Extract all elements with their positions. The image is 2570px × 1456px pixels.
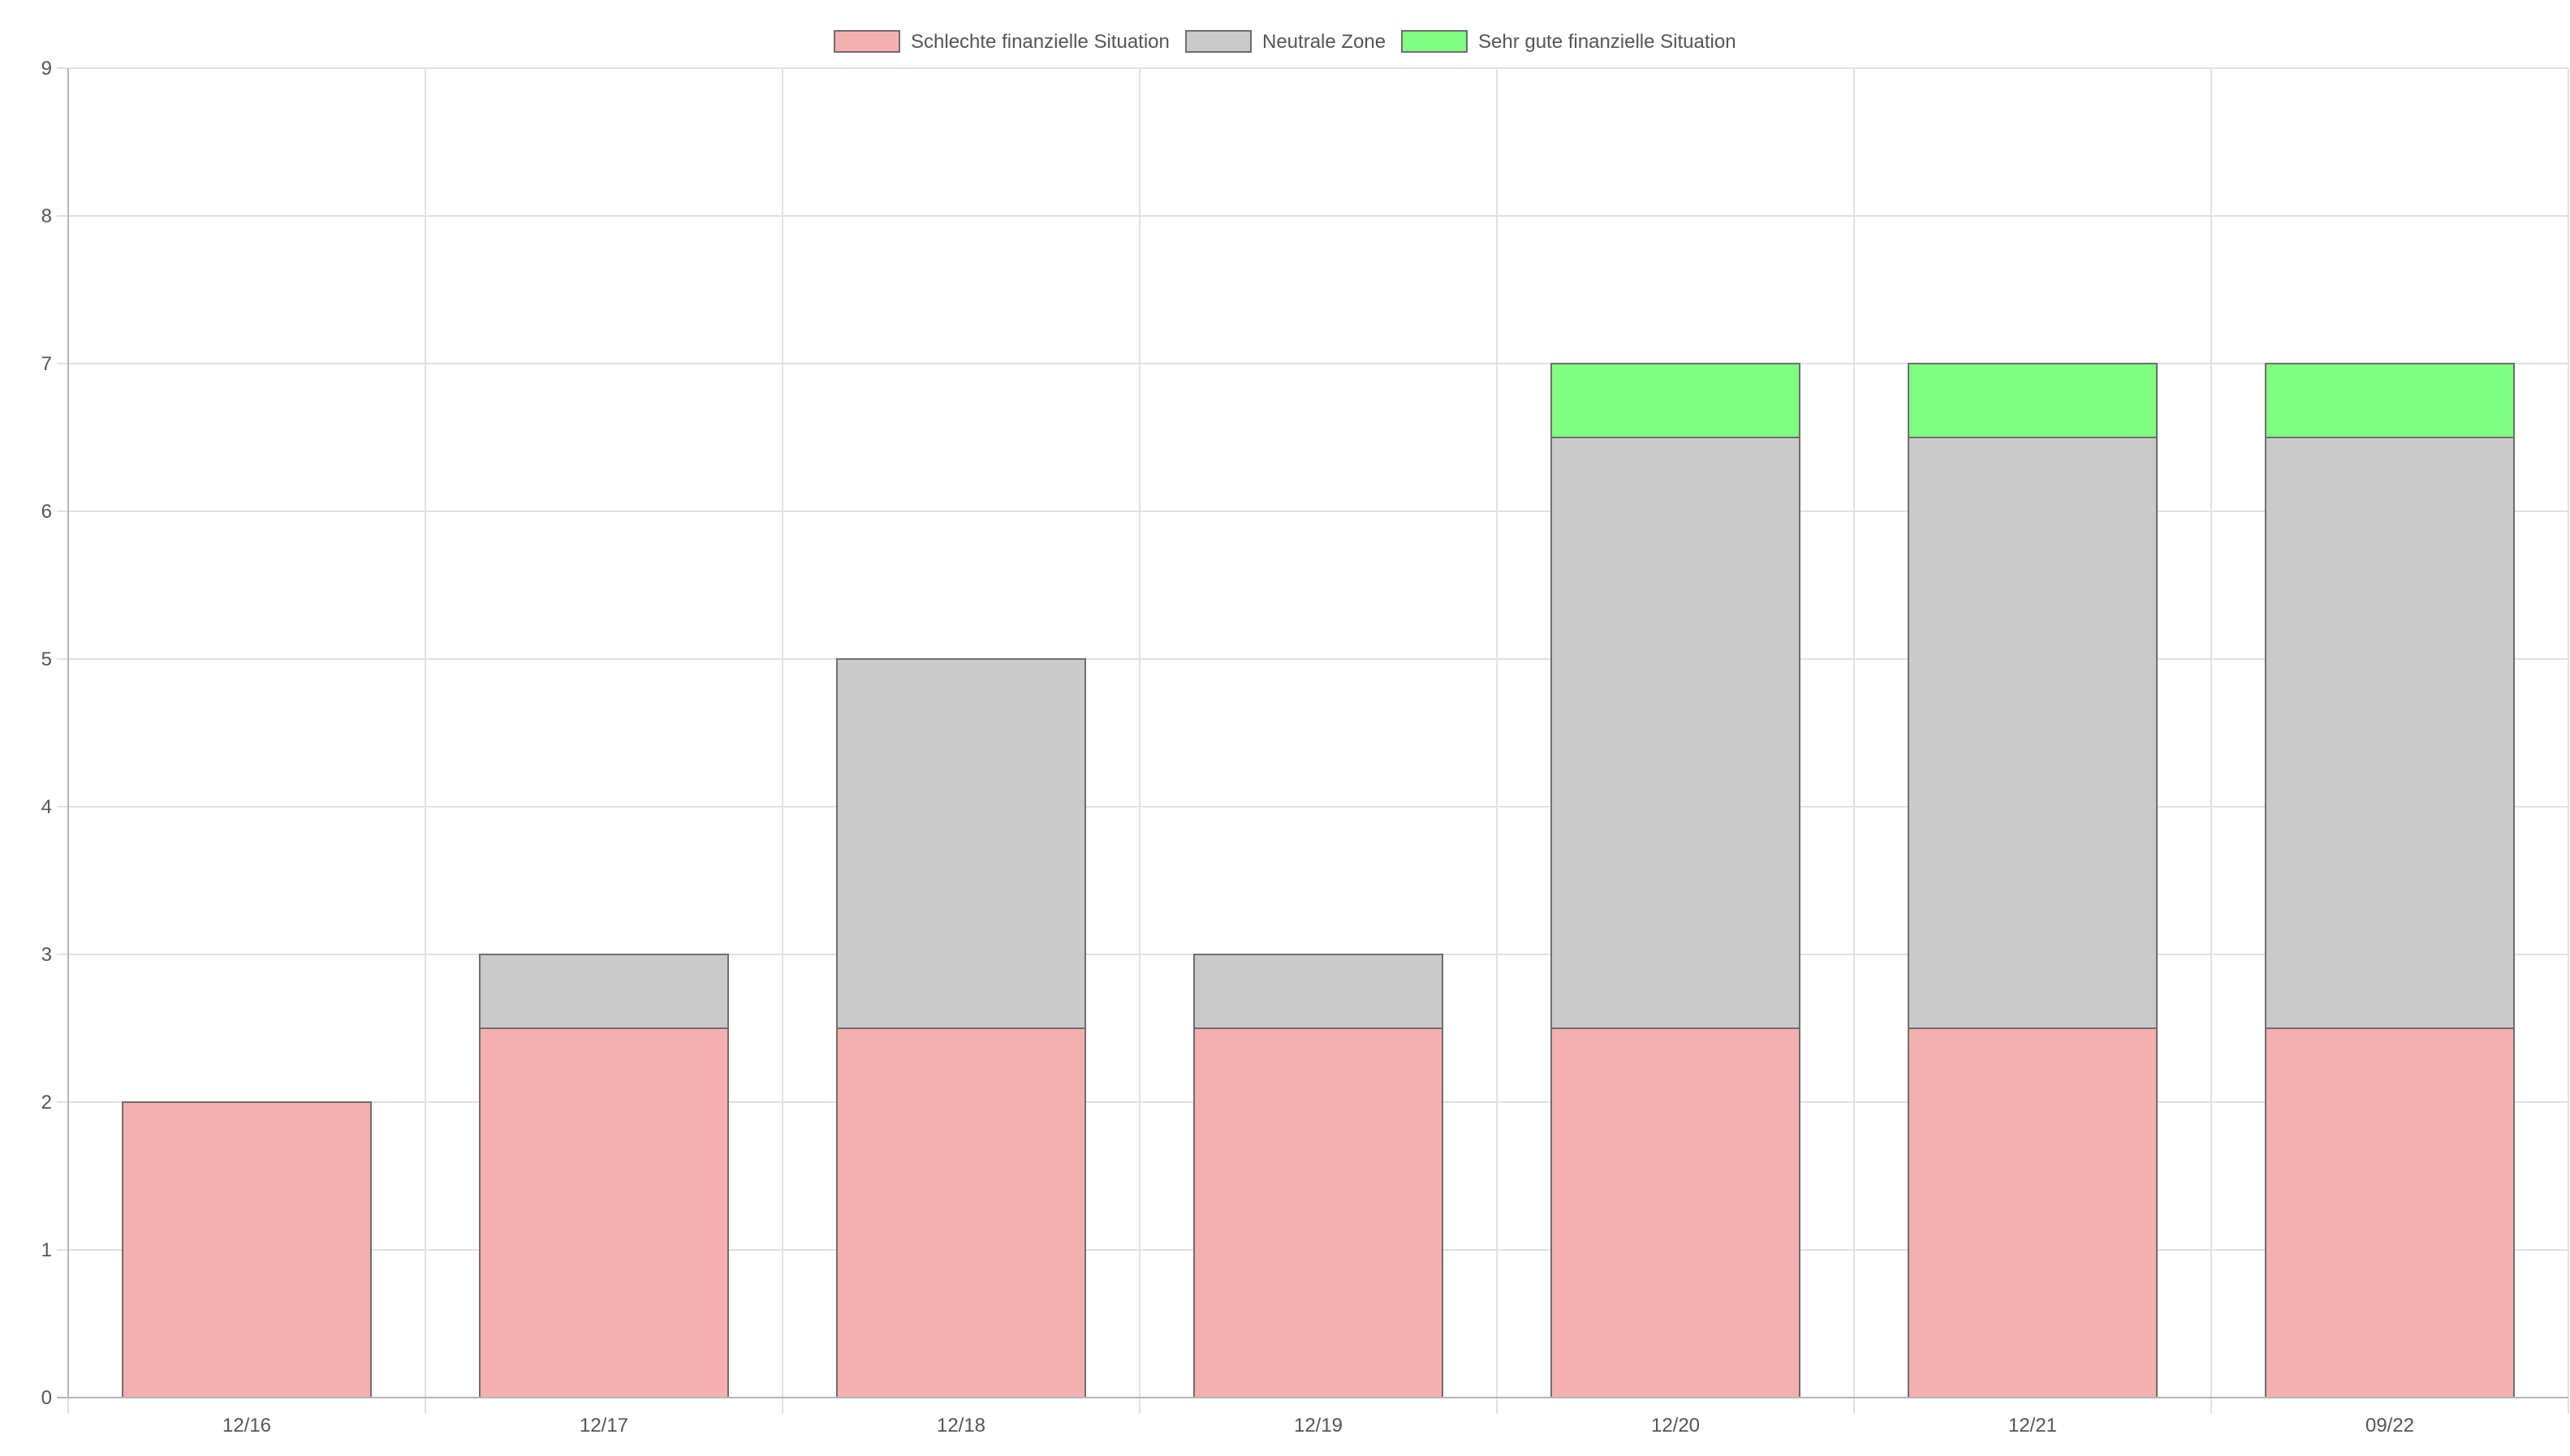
bar-segment-2-12-17[interactable] xyxy=(479,954,729,1029)
bars xyxy=(122,363,2515,1398)
bar-segment-2-12-19[interactable] xyxy=(1193,954,1443,1029)
bar-segment-3-12-21[interactable] xyxy=(1908,363,2158,438)
y-tick-label: 6 xyxy=(41,501,52,523)
legend-swatch xyxy=(1185,30,1252,53)
y-tick-label: 9 xyxy=(41,58,52,80)
bar-segment-1-12-17[interactable] xyxy=(479,1027,729,1398)
legend: Schlechte finanzielle Situation Neutrale … xyxy=(834,30,1736,53)
bar-segment-2-12-20[interactable] xyxy=(1550,437,1800,1029)
legend-label: Neutrale Zone xyxy=(1262,31,1386,53)
y-tick-label: 0 xyxy=(41,1387,52,1409)
bar-segment-1-12-20[interactable] xyxy=(1550,1027,1800,1398)
bar-segment-2-12-18[interactable] xyxy=(836,658,1086,1029)
legend-item-2[interactable]: Neutrale Zone xyxy=(1185,30,1386,53)
bar-segment-1-12-16[interactable] xyxy=(122,1101,372,1398)
bar-segment-3-12-20[interactable] xyxy=(1550,363,1800,438)
legend-label: Sehr gute finanzielle Situation xyxy=(1478,31,1736,53)
legend-swatch xyxy=(1401,30,1468,53)
legend-item-3[interactable]: Sehr gute finanzielle Situation xyxy=(1401,30,1736,53)
x-tick-label: 12/16 xyxy=(222,1415,271,1437)
x-tick-label: 09/22 xyxy=(2365,1415,2414,1437)
x-axis-ticks: 12/16 12/17 12/18 12/19 12/20 12/21 09/22 xyxy=(222,1415,2414,1437)
bar-segment-3-09-22[interactable] xyxy=(2265,363,2515,438)
axes xyxy=(57,68,2568,1398)
bar-segment-1-12-18[interactable] xyxy=(836,1027,1086,1398)
bar-segment-1-12-21[interactable] xyxy=(1908,1027,2158,1398)
bar-segment-1-12-19[interactable] xyxy=(1193,1027,1443,1398)
y-tick-label: 8 xyxy=(41,205,52,227)
legend-label: Schlechte finanzielle Situation xyxy=(911,31,1170,53)
bar-segment-2-09-22[interactable] xyxy=(2265,437,2515,1029)
bar-segment-2-12-21[interactable] xyxy=(1908,437,2158,1029)
y-tick-label: 3 xyxy=(41,944,52,966)
bar-segment-1-09-22[interactable] xyxy=(2265,1027,2515,1398)
y-axis-ticks: 0 1 2 3 4 5 6 7 8 9 xyxy=(41,58,52,1409)
legend-item-1[interactable]: Schlechte finanzielle Situation xyxy=(834,30,1170,53)
y-tick-label: 4 xyxy=(41,796,52,818)
x-tick-label: 12/18 xyxy=(937,1415,985,1437)
y-tick-label: 7 xyxy=(41,353,52,375)
y-tick-label: 2 xyxy=(41,1092,52,1114)
legend-swatch xyxy=(834,30,900,53)
x-tick-label: 12/21 xyxy=(2008,1415,2057,1437)
x-tick-label: 12/19 xyxy=(1294,1415,1343,1437)
y-tick-label: 1 xyxy=(41,1239,52,1261)
y-tick-label: 5 xyxy=(41,648,52,670)
x-tick-label: 12/20 xyxy=(1651,1415,1700,1437)
x-tick-label: 12/17 xyxy=(580,1415,628,1437)
